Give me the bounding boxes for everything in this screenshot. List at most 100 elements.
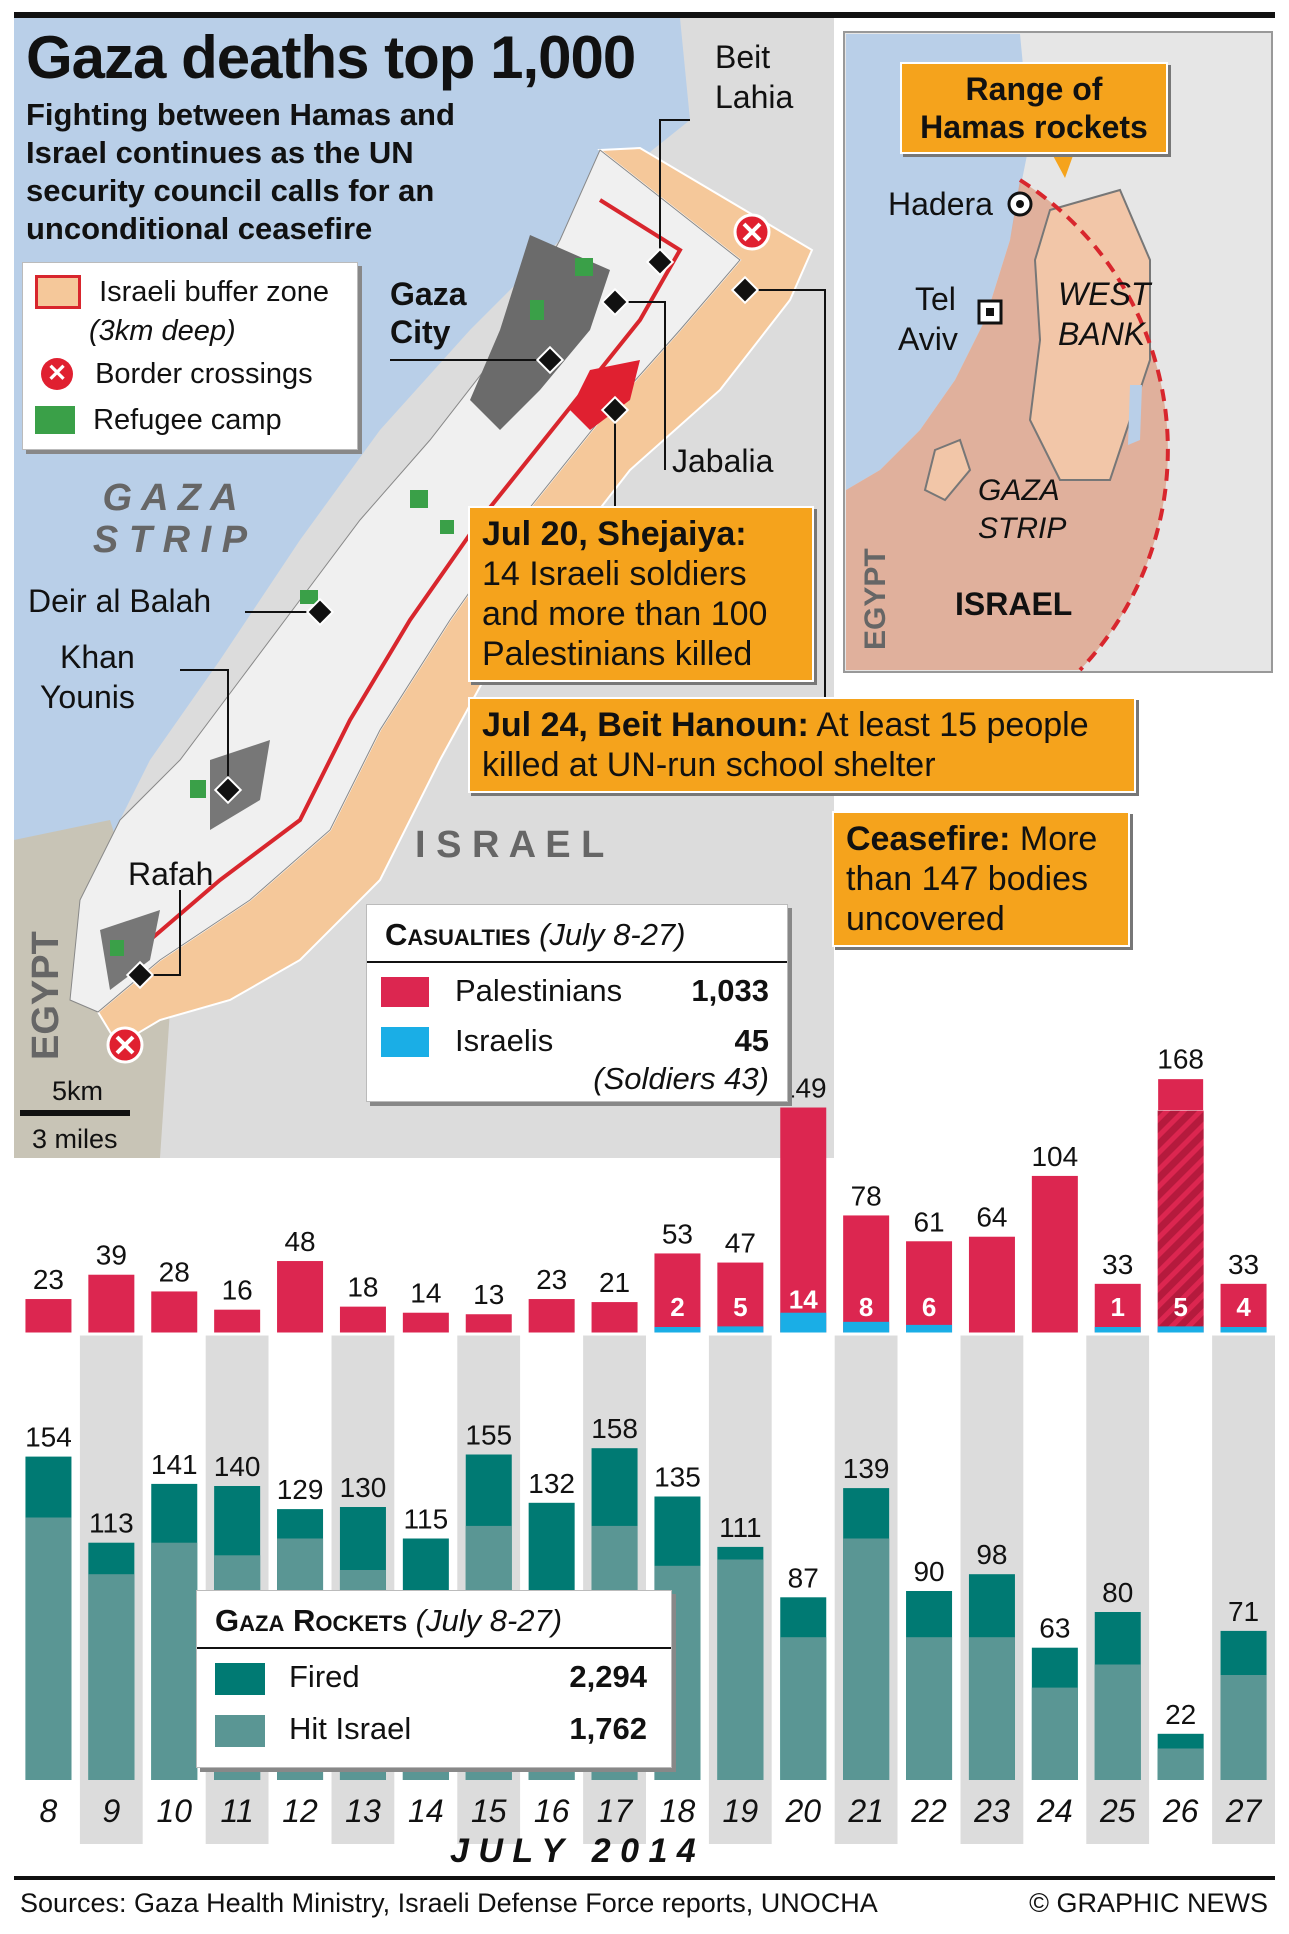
palestinian-bar [654,1253,701,1334]
label-scale-km: 5km [52,1076,103,1106]
subtitle-line: Israel continues as the UN [26,135,414,170]
casualty-total-label: 168 [1157,1044,1204,1075]
inset-label-hadera: Hadera [888,186,993,222]
rafah-urban [100,910,160,990]
day-label: 19 [723,1793,759,1829]
rockets-legend-period: (July 8-27) [415,1603,563,1638]
casualty-total-label: 78 [851,1180,882,1211]
casualty-total-label: 16 [222,1275,253,1306]
casualty-total-label: 14 [410,1278,441,1309]
legend-crossings-label: Border crossings [95,357,313,390]
casualties-legend-title: Casualties (July 8-27) [385,917,686,953]
callout-beit-hanoun: Jul 24, Beit Hanoun: At least 15 people … [468,697,1136,793]
gaza-city-urban [470,235,610,430]
callout-shejaiya: Jul 20, Shejaiya: 14 Israeli soldiers an… [468,506,814,682]
palestinian-bar [717,1262,764,1334]
refugee-camp-beach [530,300,544,320]
label-gaza-strip-1: G A Z A [102,477,237,519]
ceasefire-hatched-bar [1157,1110,1204,1334]
hit-israel-bar [1220,1675,1267,1780]
palestinian-bar [528,1299,575,1334]
day-label: 9 [102,1793,120,1829]
border-crossing-icon-rafah [106,1026,144,1064]
israeli-bar [780,1312,827,1334]
callout-beit-hanoun-line-1: Jul 24, Beit Hanoun: At least 15 people [482,705,1122,745]
day-label: 21 [847,1793,884,1829]
casualty-total-label: 48 [284,1226,315,1257]
casualty-total-label: 104 [1031,1141,1078,1172]
hit-israel-bar [968,1637,1015,1780]
callout-ceasefire-line: uncovered [846,900,1005,938]
day-label: 18 [660,1793,696,1829]
hit-israel-bar [717,1559,764,1780]
palestinian-bar [25,1299,72,1334]
hit-israel-bar [88,1574,135,1780]
rockets-legend-divider [197,1647,671,1649]
palestinian-bar [214,1309,261,1334]
legend-item-crossings: ✕ Border crossings [35,357,313,391]
callout-beit-hanoun-text: At least 15 people [816,706,1089,744]
border-crossing-icon: ✕ [41,358,73,391]
leader-beit-hanoun [745,289,826,715]
hit-israel-bar [843,1538,890,1780]
hit-israel-label: Hit Israel [289,1711,412,1746]
fired-value-label: 141 [151,1449,198,1480]
inset-label-gaza-1: GAZA [978,474,1060,507]
inset-dead-sea [1128,385,1142,445]
fired-value-label: 155 [465,1420,512,1451]
fired-swatch [215,1663,265,1695]
inset-label-tel-aviv-2: Aviv [898,321,958,357]
day-label: 14 [408,1793,444,1829]
callout-shejaiya-line: and more than 100 [482,595,768,633]
casualty-total-label: 47 [725,1228,756,1259]
fired-value-label: 115 [404,1504,449,1535]
subtitle-line: unconditional ceasefire [26,211,373,246]
palestinian-bar [906,1241,953,1334]
inset-range-arc [1018,178,1170,672]
fired-value-label: 90 [913,1556,944,1587]
casualty-total-label: 23 [536,1264,567,1295]
label-khan-younis-1: Khan [60,639,135,675]
israeli-value-label: 5 [1173,1292,1187,1322]
casualty-total-label: 21 [599,1267,630,1298]
label-gaza-city-1: Gaza [390,276,467,312]
inset-west-bank [1028,188,1151,481]
israelis-label: Israelis [455,1023,554,1058]
page-header: Gaza deaths top 1,000 Fighting between H… [26,26,656,248]
fired-value-label: 132 [528,1468,575,1499]
israeli-value-label: 4 [1236,1292,1251,1322]
legend-buffer-label: Israeli buffer zone [99,275,330,308]
israeli-value-label: 5 [733,1292,747,1322]
callout-beit-hanoun-line-2: killed at UN-run school shelter [482,746,936,784]
border-crossing-icon-erez [733,213,771,251]
fired-value-label: 158 [591,1413,638,1444]
hit-israel-bar [1157,1748,1204,1780]
israeli-value-label: 2 [670,1292,684,1322]
day-label: 25 [1099,1793,1136,1829]
israeli-value-label: 6 [922,1292,936,1322]
legend-camp-label: Refugee camp [93,403,282,436]
bottom-rule [14,1876,1275,1880]
scale-bar [20,1110,130,1116]
israeli-value-label: 8 [859,1292,873,1322]
rocket-range-callout: Range of Hamas rockets [900,62,1168,154]
hit-israel-bar [1031,1687,1078,1780]
palestinian-bar [1157,1078,1205,1112]
day-label: 16 [534,1793,570,1829]
casualty-total-label: 33 [1228,1249,1259,1280]
day-label: 26 [1162,1793,1199,1829]
month-label: J U L Y 2 0 1 4 [450,1832,696,1870]
leader-beit-lahia [659,119,690,262]
palestinian-bar [1220,1283,1267,1334]
casualty-total-label: 18 [347,1272,378,1303]
palestinian-bar [402,1312,449,1334]
top-rule [14,12,1275,18]
label-khan-younis-2: Younis [40,679,135,715]
day-label: 23 [973,1793,1010,1829]
callout-ceasefire-line-1: Ceasefire: More [846,819,1116,859]
callout-shejaiya-line: 14 Israeli soldiers [482,555,747,593]
inset-label-gaza-2: STRIP [978,512,1066,545]
day-label: 11 [221,1793,254,1829]
subtitle-line: security council calls for an [26,173,435,208]
